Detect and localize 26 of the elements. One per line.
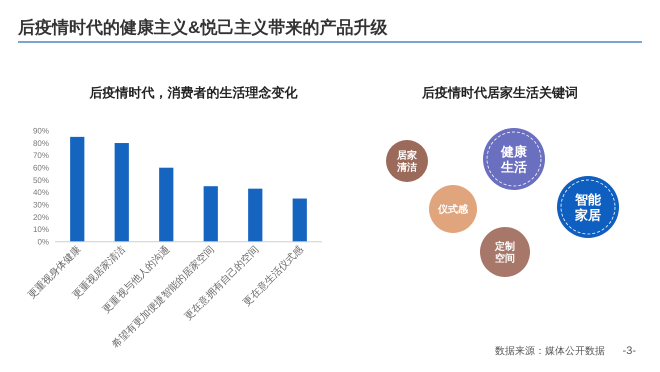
text: 智能家居 bbox=[574, 192, 602, 222]
text: -3- bbox=[622, 345, 636, 357]
bar bbox=[292, 198, 307, 242]
text: 后疫情时代居家生活关键词 bbox=[421, 85, 578, 100]
y-tick-label: 60% bbox=[32, 164, 49, 172]
text: 居家清洁 bbox=[396, 150, 417, 174]
text: 仪式感 bbox=[437, 204, 469, 216]
bar bbox=[204, 186, 218, 242]
bar bbox=[159, 168, 174, 242]
source-note: 数据来源：媒体公开数据 bbox=[495, 345, 605, 357]
bar bbox=[70, 136, 84, 242]
chart-title: 后疫情时代，消费者的生活理念变化 bbox=[88, 85, 298, 100]
bar bbox=[248, 188, 262, 242]
y-tick-label: 40% bbox=[32, 188, 49, 198]
y-tick-label: 80% bbox=[32, 138, 49, 148]
y-tick-label: 30% bbox=[32, 200, 49, 210]
y-tick-label: 20% bbox=[32, 212, 49, 222]
y-tick-label: 50% bbox=[32, 176, 49, 185]
y-tick-label: 10% bbox=[32, 225, 49, 234]
text: 定制空间 bbox=[494, 240, 515, 264]
y-tick-label: 0% bbox=[37, 238, 49, 246]
bar bbox=[114, 143, 129, 242]
y-tick-label: 70% bbox=[32, 151, 49, 160]
y-tick-label: 90% bbox=[32, 126, 49, 136]
text: 后疫情时代的健康主义&悦己主义带来的产品升级 bbox=[17, 18, 388, 37]
text: 健康生活 bbox=[500, 144, 528, 174]
